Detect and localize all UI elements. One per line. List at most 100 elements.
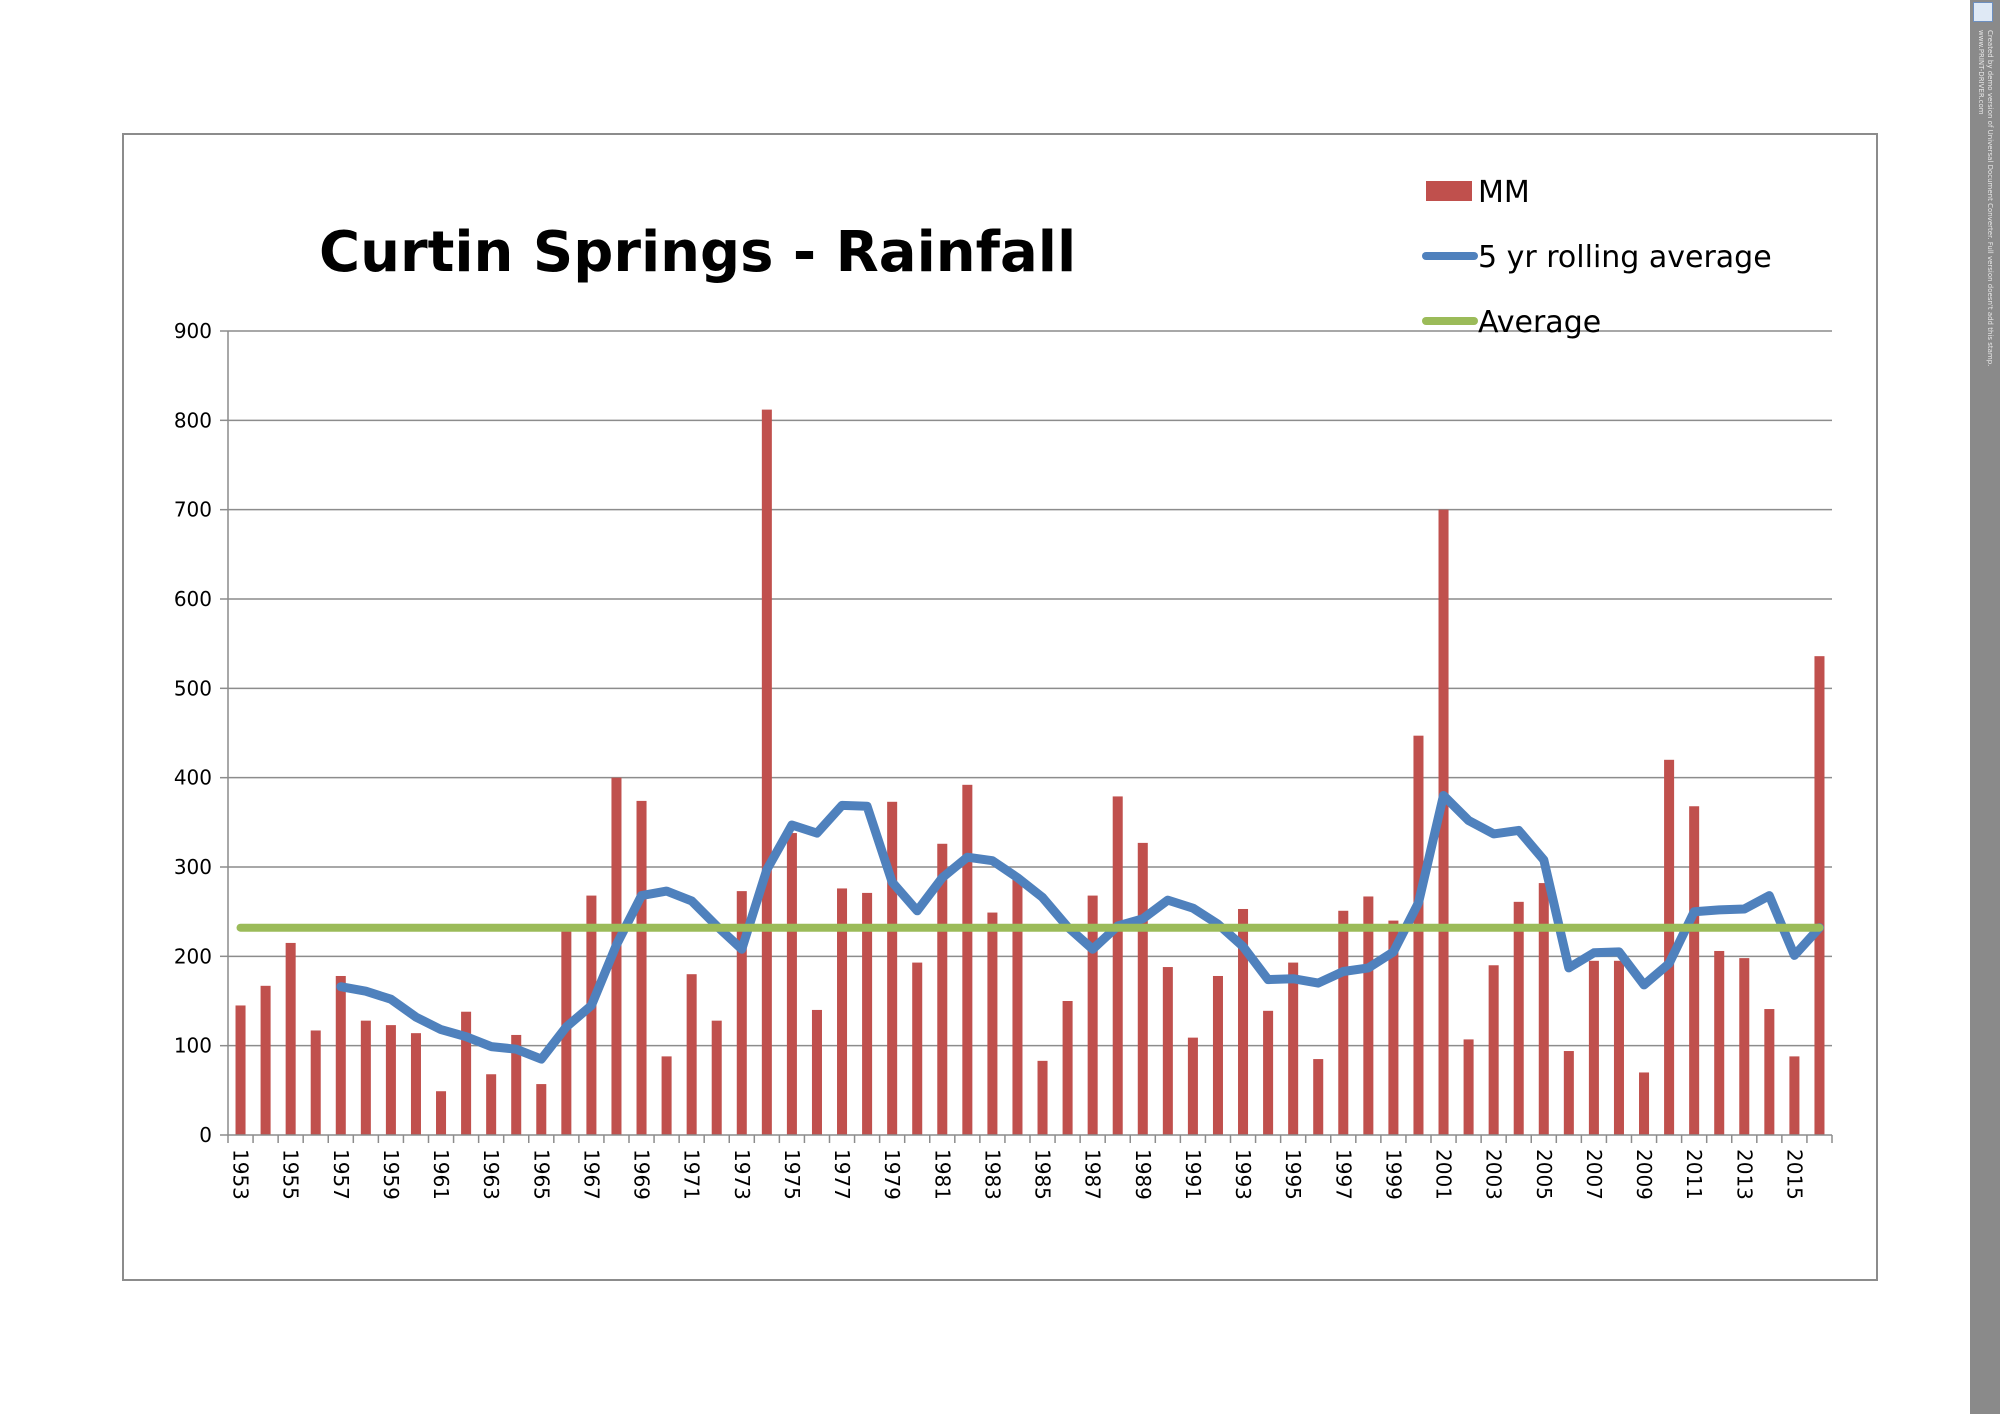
bar-2004 bbox=[1513, 901, 1524, 1135]
bar-1995 bbox=[1288, 962, 1299, 1135]
x-tick-label-1959: 1959 bbox=[379, 1149, 403, 1200]
bar-1988 bbox=[1112, 796, 1123, 1135]
x-tick-label-2013: 2013 bbox=[1732, 1149, 1756, 1200]
bar-1973 bbox=[736, 891, 747, 1135]
x-tick-label-1969: 1969 bbox=[630, 1149, 654, 1200]
bar-1999 bbox=[1388, 920, 1399, 1135]
bar-2002 bbox=[1463, 1039, 1474, 1135]
bar-1977 bbox=[837, 888, 848, 1135]
bar-1964 bbox=[511, 1034, 522, 1135]
x-tick-label-1985: 1985 bbox=[1031, 1149, 1055, 1200]
bar-1990 bbox=[1162, 967, 1173, 1135]
watermark-text: Created by demo version of Universal Doc… bbox=[1976, 30, 1994, 366]
bar-1993 bbox=[1238, 908, 1249, 1135]
bar-2003 bbox=[1488, 965, 1499, 1135]
bar-2015 bbox=[1789, 1056, 1800, 1135]
bar-2006 bbox=[1563, 1051, 1574, 1135]
x-tick-label-1991: 1991 bbox=[1181, 1149, 1205, 1200]
bar-1976 bbox=[811, 1009, 822, 1135]
bar-1994 bbox=[1263, 1010, 1274, 1135]
x-tick-label-2001: 2001 bbox=[1432, 1149, 1456, 1200]
bar-2011 bbox=[1689, 806, 1700, 1135]
x-tick-label-1983: 1983 bbox=[980, 1149, 1004, 1200]
x-tick-label-1965: 1965 bbox=[529, 1149, 553, 1200]
bar-1960 bbox=[410, 1033, 421, 1135]
bar-1958 bbox=[360, 1020, 371, 1135]
y-tick-label-0: 0 bbox=[199, 1123, 212, 1147]
x-tick-label-1975: 1975 bbox=[780, 1149, 804, 1200]
y-tick-label-100: 100 bbox=[174, 1034, 212, 1058]
x-tick-label-2009: 2009 bbox=[1632, 1149, 1656, 1200]
bar-1955 bbox=[285, 942, 296, 1135]
y-tick-label-800: 800 bbox=[174, 408, 212, 432]
bar-1989 bbox=[1137, 842, 1148, 1135]
x-tick-label-2005: 2005 bbox=[1532, 1149, 1556, 1200]
bar-1987 bbox=[1087, 895, 1098, 1135]
bar-1981 bbox=[937, 843, 948, 1135]
bar-2013 bbox=[1739, 958, 1750, 1135]
x-tick-label-1989: 1989 bbox=[1131, 1149, 1155, 1200]
chart-area: Curtin Springs - Rainfall 0 100 200 300 400 5… bbox=[122, 133, 1878, 1281]
bar-1969 bbox=[636, 800, 647, 1135]
x-tick-label-2003: 2003 bbox=[1482, 1149, 1506, 1200]
bar-1986 bbox=[1062, 1001, 1073, 1135]
bar-2007 bbox=[1588, 960, 1599, 1135]
bar-1991 bbox=[1187, 1037, 1198, 1135]
side-strip bbox=[1970, 0, 2000, 1414]
5-yr-rolling-average-line bbox=[336, 791, 1824, 1064]
bar-1956 bbox=[310, 1030, 321, 1135]
legend-swatch-mm bbox=[1426, 181, 1472, 201]
y-tick-label-400: 400 bbox=[174, 766, 212, 790]
bar-2014 bbox=[1764, 1009, 1775, 1135]
bar-2012 bbox=[1714, 950, 1725, 1135]
bar-1984 bbox=[1012, 875, 1023, 1135]
bar-1992 bbox=[1212, 975, 1223, 1135]
x-tick-label-1977: 1977 bbox=[830, 1149, 854, 1200]
x-tick-label-1979: 1979 bbox=[880, 1149, 904, 1200]
watermark-line-2: www.PRINT-DRIVER.com bbox=[1977, 30, 1985, 115]
bar-1979 bbox=[887, 801, 898, 1135]
watermark-line-1: Created by demo version of Universal Doc… bbox=[1986, 30, 1994, 367]
bar-1997 bbox=[1338, 910, 1349, 1135]
bar-1953 bbox=[235, 1005, 246, 1135]
x-tick-label-2015: 2015 bbox=[1782, 1149, 1806, 1200]
bar-1983 bbox=[987, 912, 998, 1135]
bar-2016 bbox=[1814, 656, 1825, 1135]
bar-1998 bbox=[1363, 896, 1374, 1135]
x-tick-label-1953: 1953 bbox=[229, 1149, 253, 1200]
x-tick-label-1993: 1993 bbox=[1231, 1149, 1255, 1200]
x-tick-label-1961: 1961 bbox=[429, 1149, 453, 1200]
x-tick-label-1973: 1973 bbox=[730, 1149, 754, 1200]
bar-1965 bbox=[536, 1084, 547, 1135]
x-tick-label-1999: 1999 bbox=[1381, 1149, 1405, 1200]
y-tick-label-300: 300 bbox=[174, 855, 212, 879]
chart-svg: Curtin Springs - Rainfall 0 100 200 300 400 5… bbox=[174, 175, 1833, 1200]
x-tick-label-1987: 1987 bbox=[1081, 1149, 1105, 1200]
y-tick-label-200: 200 bbox=[174, 944, 212, 968]
bar-1954 bbox=[260, 985, 271, 1135]
legend-label-mm: MM bbox=[1478, 175, 1530, 210]
bar-2000 bbox=[1413, 735, 1424, 1135]
x-tick-label-2007: 2007 bbox=[1582, 1149, 1606, 1200]
x-tick-label-1971: 1971 bbox=[680, 1149, 704, 1200]
x-tick-label-1997: 1997 bbox=[1331, 1149, 1355, 1200]
x-tick-label-1981: 1981 bbox=[930, 1149, 954, 1200]
bar-1957 bbox=[335, 975, 346, 1135]
bar-1963 bbox=[486, 1074, 497, 1135]
x-tick-label-2011: 2011 bbox=[1682, 1149, 1706, 1200]
bar-1975 bbox=[786, 833, 797, 1135]
bar-2010 bbox=[1664, 759, 1675, 1135]
y-tick-label-900: 900 bbox=[174, 319, 212, 343]
bar-1996 bbox=[1313, 1059, 1324, 1135]
bar-1972 bbox=[711, 1020, 722, 1135]
bar-1982 bbox=[962, 784, 973, 1135]
x-tick-label-1963: 1963 bbox=[479, 1149, 503, 1200]
x-tick-label-1955: 1955 bbox=[279, 1149, 303, 1200]
bar-1961 bbox=[436, 1091, 447, 1135]
y-tick-label-500: 500 bbox=[174, 676, 212, 700]
bar-1962 bbox=[461, 1011, 472, 1135]
converter-logo-icon bbox=[1973, 2, 1993, 22]
legend-label-average: Average bbox=[1478, 305, 1601, 340]
chart-title: Curtin Springs - Rainfall bbox=[319, 220, 1076, 285]
bar-2005 bbox=[1538, 883, 1549, 1135]
